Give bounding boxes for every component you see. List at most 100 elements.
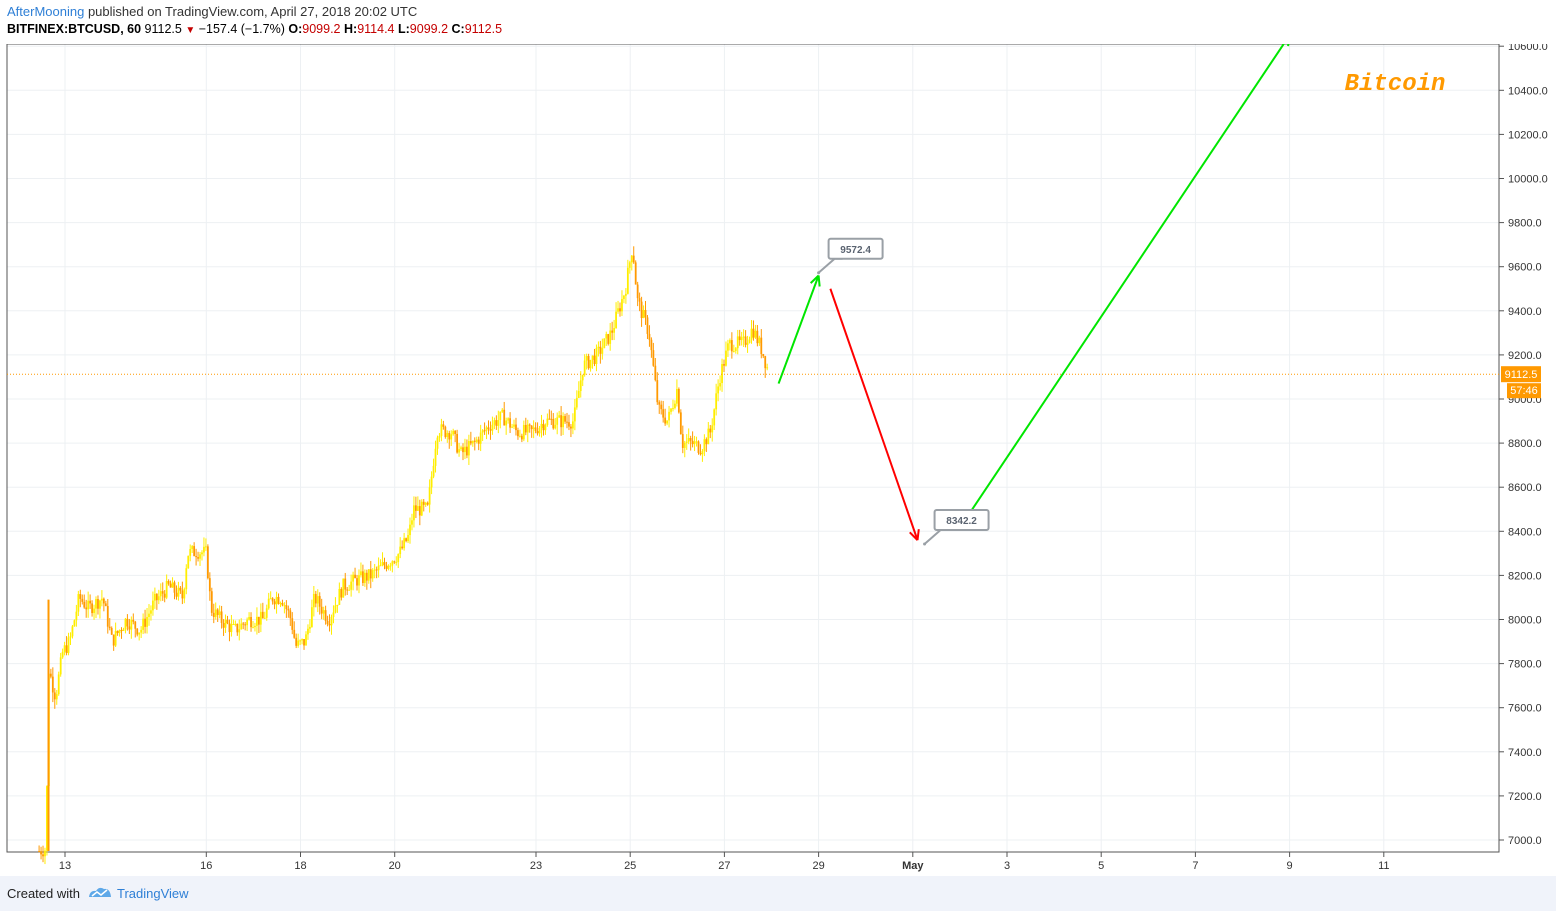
candle-body [664,417,667,424]
candle-body [732,351,735,353]
author-link[interactable]: AfterMooning [7,4,85,19]
candle-body [248,617,250,620]
candle-body [611,330,614,333]
y-tick-label: 7200.0 [1508,791,1542,803]
candle-body [464,446,466,453]
candle-body [605,334,608,339]
y-tick-label: 10000.0 [1508,174,1548,186]
candle-body [212,612,215,617]
candle-body [191,546,194,549]
candle-body [110,628,113,635]
candle-body [165,580,168,598]
callout-label: 9572.4 [840,245,871,256]
candle-body [513,424,515,427]
candle-body [524,424,527,433]
candle-body [387,565,390,569]
candle-body [261,611,264,619]
high-label: H: [343,22,358,36]
candle-body [273,601,276,605]
forecast-arrow-line [968,34,1291,515]
candle-body [140,629,143,633]
candle-body [658,402,661,405]
candle-body [738,336,741,341]
candle-body [220,611,223,623]
candle-body [416,506,419,511]
candle-body [497,420,500,426]
candle-body [630,255,633,263]
candle-body [348,589,351,591]
x-tick-label: May [902,860,924,872]
candle-body [385,565,388,569]
x-tick-label: 25 [624,860,636,872]
forecast-arrow-line [829,288,919,541]
x-tick-label: 11 [1378,860,1389,872]
candle-body [226,619,229,624]
forecast-arrows [777,34,1291,541]
candle-body [389,565,392,567]
candle-body [44,850,46,857]
price-axis: 7000.0 7200.0 7400.0 7600.0 7800.0 8000.0 8200… [1499,41,1548,847]
tradingview-link[interactable]: TradingView [117,886,189,901]
candle-body [505,420,508,426]
candle-body [591,355,594,360]
candle-body [234,623,237,625]
callout[interactable]: 9572.4 [817,237,884,275]
callout[interactable]: 8342.2 [923,509,990,546]
candle-body [626,267,629,294]
candle-body [409,524,411,536]
candle-body [146,617,148,627]
candle-body [259,611,262,625]
candle-body [730,340,733,352]
x-tick-label: 23 [530,860,542,872]
candle-body [287,609,290,611]
callout-label: 8342.2 [946,516,977,527]
candle-body [534,427,537,432]
created-with-label: Created with [7,886,80,901]
arrow-head [809,274,820,284]
candle-body [91,603,93,614]
candle-body [583,360,586,375]
candle-body [375,569,378,571]
candle-body [723,364,725,366]
candle-body [532,427,535,430]
candle-body [693,441,696,445]
candle-body [362,571,364,583]
x-tick-label: 7 [1192,860,1198,872]
candle-body [466,446,468,456]
candle-body [530,425,533,430]
candle-body [352,574,354,582]
candle-body [173,582,176,593]
countdown-label: 57:46 [1510,385,1538,397]
candle-body [206,546,209,579]
candle-body [42,854,44,857]
y-tick-label: 8200.0 [1508,570,1542,582]
candle-body [589,359,592,369]
candle-body [548,418,551,420]
tradingview-logo-icon[interactable] [88,885,112,899]
x-tick-label: 9 [1287,860,1293,872]
price-tag-bg [1501,366,1541,383]
candle-body [138,632,141,635]
callout-pointer [817,257,843,274]
arrow-head [909,531,919,541]
y-tick-label: 10200.0 [1508,129,1548,141]
candle-body [550,418,553,420]
candle-body [701,450,704,455]
candle-body [363,572,366,583]
candle-body [102,598,105,604]
candle-body [344,578,347,590]
candle-body [342,578,345,598]
candle-body [405,538,407,542]
candle-body [607,334,610,344]
candle-body [585,356,588,361]
arrow-head [916,529,920,541]
candle-body [517,430,519,437]
candle-body [756,330,759,344]
candle-body [450,434,453,440]
candle-body [564,416,566,422]
candle-body [652,350,655,366]
x-tick-label: 20 [389,860,401,872]
price-tag-label: 9112.5 [1505,369,1538,381]
candle-body [144,618,146,627]
